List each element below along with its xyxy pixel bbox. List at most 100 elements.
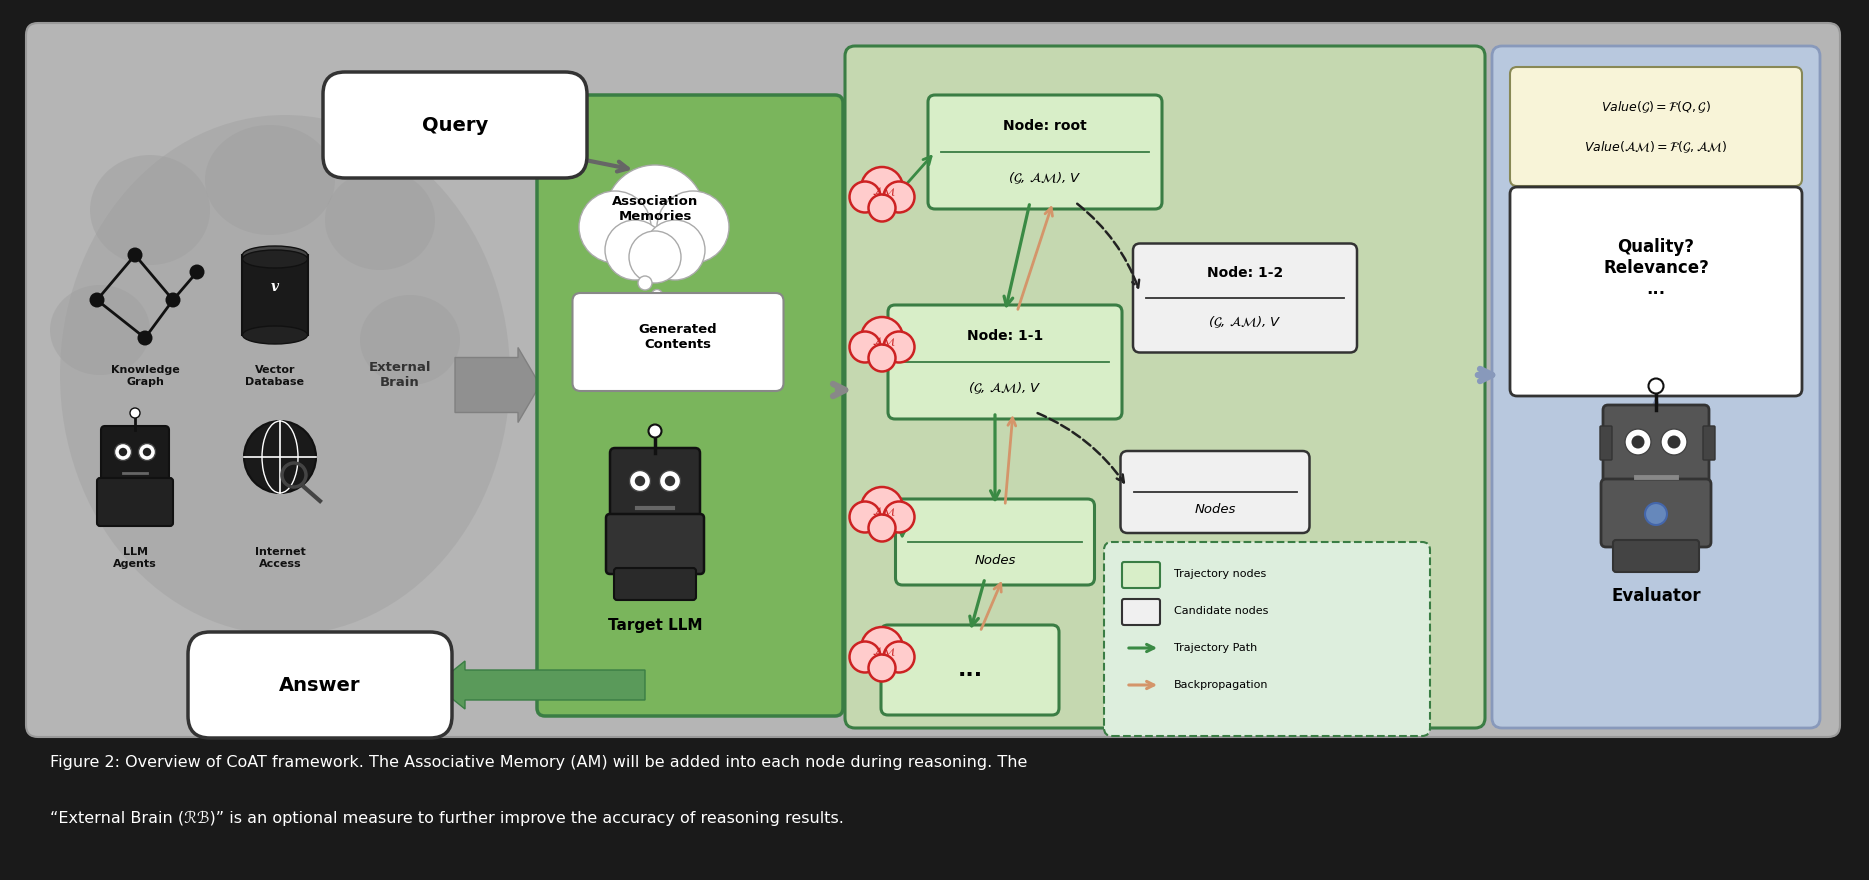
- Circle shape: [862, 167, 903, 209]
- Circle shape: [245, 421, 316, 493]
- Text: ($\mathcal{G}$, $\mathcal{AM}$), $V$: ($\mathcal{G}$, $\mathcal{AM}$), $V$: [968, 380, 1041, 396]
- Circle shape: [884, 642, 914, 672]
- Circle shape: [652, 290, 662, 300]
- FancyBboxPatch shape: [606, 514, 705, 574]
- Ellipse shape: [361, 295, 460, 385]
- FancyBboxPatch shape: [1613, 540, 1699, 572]
- Circle shape: [637, 276, 652, 290]
- Circle shape: [884, 181, 914, 212]
- Ellipse shape: [90, 155, 209, 265]
- Circle shape: [166, 292, 181, 307]
- Circle shape: [189, 265, 204, 280]
- Circle shape: [869, 515, 895, 541]
- Circle shape: [850, 332, 880, 363]
- Ellipse shape: [243, 250, 308, 268]
- Circle shape: [1667, 436, 1680, 449]
- Circle shape: [1662, 429, 1688, 455]
- Circle shape: [579, 191, 650, 263]
- Circle shape: [884, 332, 914, 363]
- Text: $Value(\mathcal{AM}) = \mathcal{F}(\mathcal{G}, \mathcal{AM})$: $Value(\mathcal{AM}) = \mathcal{F}(\math…: [1585, 140, 1727, 155]
- Circle shape: [138, 331, 153, 346]
- FancyBboxPatch shape: [1105, 542, 1430, 736]
- FancyBboxPatch shape: [1491, 46, 1820, 728]
- Circle shape: [120, 448, 127, 456]
- FancyBboxPatch shape: [880, 625, 1060, 715]
- FancyBboxPatch shape: [895, 499, 1095, 585]
- Text: External
Brain: External Brain: [368, 361, 432, 389]
- FancyBboxPatch shape: [1121, 599, 1161, 625]
- Text: Nodes: Nodes: [1194, 503, 1235, 517]
- Circle shape: [114, 444, 131, 460]
- Circle shape: [127, 247, 142, 262]
- Text: Candidate nodes: Candidate nodes: [1174, 606, 1269, 616]
- Text: Figure 2: Overview of CoAT framework. The Associative Memory (AM) will be added : Figure 2: Overview of CoAT framework. Th…: [50, 755, 1028, 770]
- FancyBboxPatch shape: [845, 46, 1486, 728]
- Text: Internet
Access: Internet Access: [254, 547, 305, 568]
- Text: ...: ...: [957, 660, 983, 680]
- Circle shape: [645, 220, 705, 280]
- Ellipse shape: [50, 285, 150, 375]
- Text: Trajectory Path: Trajectory Path: [1174, 643, 1258, 653]
- Text: Node: root: Node: root: [1004, 119, 1088, 133]
- Circle shape: [649, 424, 662, 437]
- Text: Backpropagation: Backpropagation: [1174, 680, 1269, 690]
- Circle shape: [90, 292, 105, 307]
- Circle shape: [862, 487, 903, 529]
- Text: $\mathcal{AM}$: $\mathcal{AM}$: [873, 186, 895, 199]
- Circle shape: [1648, 378, 1663, 393]
- Ellipse shape: [206, 125, 335, 235]
- Circle shape: [862, 317, 903, 359]
- Text: Nodes: Nodes: [974, 554, 1015, 568]
- FancyBboxPatch shape: [1602, 479, 1710, 547]
- Text: $\mathcal{AM}$: $\mathcal{AM}$: [873, 505, 895, 518]
- FancyBboxPatch shape: [1604, 405, 1708, 487]
- FancyBboxPatch shape: [888, 305, 1121, 419]
- Circle shape: [862, 627, 903, 669]
- Text: $\mathcal{AM}$: $\mathcal{AM}$: [873, 335, 895, 348]
- Text: Node: 1-2: Node: 1-2: [1207, 267, 1284, 281]
- FancyBboxPatch shape: [929, 95, 1163, 209]
- Circle shape: [630, 471, 650, 492]
- FancyBboxPatch shape: [1510, 67, 1802, 186]
- FancyBboxPatch shape: [572, 293, 783, 391]
- Circle shape: [869, 194, 895, 222]
- Text: “External Brain (ℛℬ)” is an optional measure to further improve the accuracy of : “External Brain (ℛℬ)” is an optional mea…: [50, 811, 845, 826]
- FancyBboxPatch shape: [189, 632, 452, 738]
- Text: Target LLM: Target LLM: [607, 618, 703, 633]
- FancyBboxPatch shape: [97, 478, 174, 526]
- Ellipse shape: [243, 246, 308, 264]
- FancyBboxPatch shape: [615, 568, 695, 600]
- Text: Trajectory nodes: Trajectory nodes: [1174, 569, 1267, 579]
- Circle shape: [1632, 436, 1645, 449]
- Text: Association
Memories: Association Memories: [611, 195, 699, 223]
- Text: Quality?
Relevance?
...: Quality? Relevance? ...: [1604, 238, 1708, 298]
- FancyBboxPatch shape: [609, 448, 701, 520]
- Circle shape: [1624, 429, 1650, 455]
- Text: Vector
Database: Vector Database: [245, 365, 305, 386]
- Circle shape: [606, 165, 705, 265]
- FancyBboxPatch shape: [1703, 426, 1716, 460]
- FancyArrow shape: [435, 661, 645, 709]
- Text: LLM
Agents: LLM Agents: [114, 547, 157, 568]
- Circle shape: [850, 642, 880, 672]
- FancyBboxPatch shape: [243, 255, 308, 335]
- Text: Node: 1-1: Node: 1-1: [966, 329, 1043, 343]
- FancyBboxPatch shape: [1133, 244, 1357, 353]
- Text: Generated
Contents: Generated Contents: [639, 323, 718, 351]
- Text: Knowledge
Graph: Knowledge Graph: [110, 365, 179, 386]
- Ellipse shape: [60, 115, 510, 635]
- Circle shape: [635, 476, 645, 486]
- Text: $Value(\mathcal{G}) = \mathcal{F}(Q, \mathcal{G})$: $Value(\mathcal{G}) = \mathcal{F}(Q, \ma…: [1602, 99, 1710, 115]
- Text: $\mathcal{AM}$: $\mathcal{AM}$: [873, 646, 895, 658]
- Circle shape: [662, 301, 669, 309]
- Circle shape: [131, 408, 140, 418]
- Circle shape: [630, 231, 680, 283]
- Ellipse shape: [325, 170, 435, 270]
- Circle shape: [660, 471, 680, 492]
- Circle shape: [850, 181, 880, 212]
- FancyBboxPatch shape: [1510, 187, 1802, 396]
- FancyArrow shape: [454, 348, 540, 422]
- Text: Evaluator: Evaluator: [1611, 587, 1701, 605]
- Circle shape: [869, 655, 895, 681]
- Text: ($\mathcal{G}$, $\mathcal{AM}$), $V$: ($\mathcal{G}$, $\mathcal{AM}$), $V$: [1007, 170, 1082, 186]
